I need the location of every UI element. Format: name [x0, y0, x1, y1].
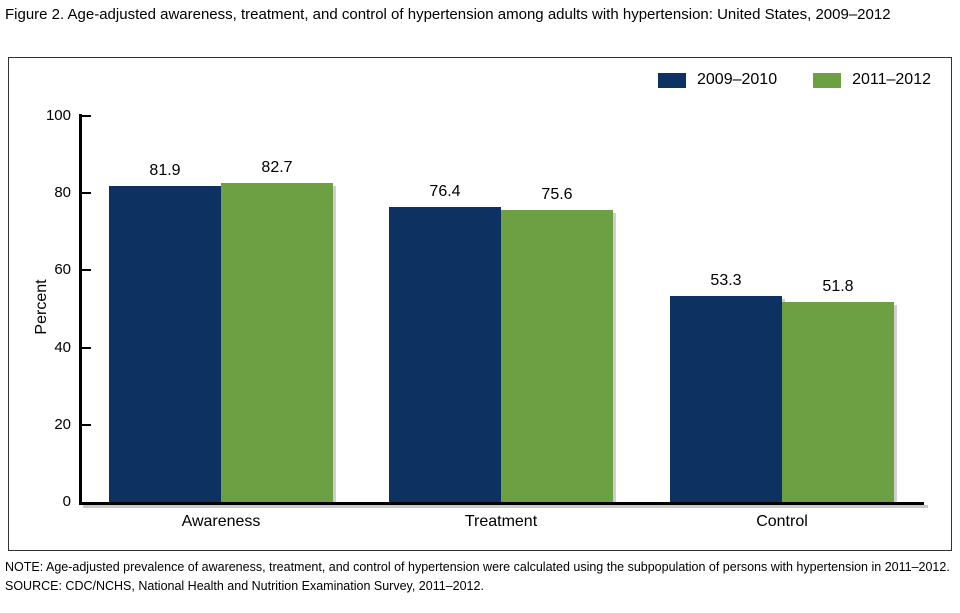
- figure-title: Figure 2. Age-adjusted awareness, treatm…: [5, 6, 891, 23]
- y-tick-mark: [82, 192, 91, 195]
- bar-value-label: 53.3: [710, 272, 742, 290]
- bar-2009-2010-treatment: [389, 207, 501, 502]
- bar-value-label: 82.7: [261, 158, 293, 176]
- legend-label-2011-2012: 2011–2012: [852, 71, 931, 88]
- y-tick-mark: [82, 423, 91, 426]
- source-text: SOURCE: CDC/NCHS, National Health and Nu…: [5, 578, 484, 593]
- y-tick-label: 80: [54, 184, 71, 202]
- y-axis-line: [79, 114, 82, 505]
- note-text: NOTE: Age-adjusted prevalence of awarene…: [5, 560, 950, 574]
- legend-swatch-2009-2010-icon: [658, 72, 686, 88]
- x-category-label: Awareness: [181, 513, 261, 530]
- y-axis-title: Percent: [33, 279, 50, 335]
- y-tick-label: 100: [45, 107, 71, 124]
- legend-label-2009-2010: 2009–2010: [697, 71, 778, 88]
- x-category-label: Treatment: [464, 513, 538, 530]
- legend-item-2009-2010: 2009–2010: [658, 71, 777, 89]
- bar-value-label: 81.9: [149, 161, 181, 179]
- bar-value-label: 75.6: [541, 186, 573, 204]
- y-tick-label: 20: [54, 415, 71, 433]
- x-category-label: Control: [756, 513, 808, 530]
- chart-legend: 2009–2010 2011–2012: [658, 71, 931, 89]
- x-axis-line: [79, 502, 924, 505]
- legend-item-2011-2012: 2011–2012: [813, 71, 931, 89]
- y-tick-label: 0: [62, 493, 71, 510]
- y-tick-mark: [82, 346, 91, 349]
- bar-value-label: 76.4: [429, 183, 461, 201]
- y-tick-mark: [82, 115, 91, 117]
- bar-2009-2010-control: [670, 296, 782, 502]
- bar-2011-2012-treatment: [501, 210, 613, 502]
- y-tick-mark: [82, 269, 91, 272]
- y-tick-label: 40: [54, 338, 71, 356]
- bar-2011-2012-awareness: [221, 182, 333, 502]
- y-tick-label: 60: [54, 261, 71, 279]
- chart-frame: 2009–2010 2011–2012 Percent 0 20 40 60 80 100…: [8, 57, 952, 551]
- bar-value-label: 51.8: [822, 278, 854, 296]
- legend-swatch-2011-2012-icon: [813, 72, 842, 88]
- bar-2011-2012-control: [782, 302, 894, 502]
- bar-2009-2010-awareness: [109, 185, 221, 502]
- figure-notes: NOTE: Age-adjusted prevalence of awarene…: [5, 558, 950, 595]
